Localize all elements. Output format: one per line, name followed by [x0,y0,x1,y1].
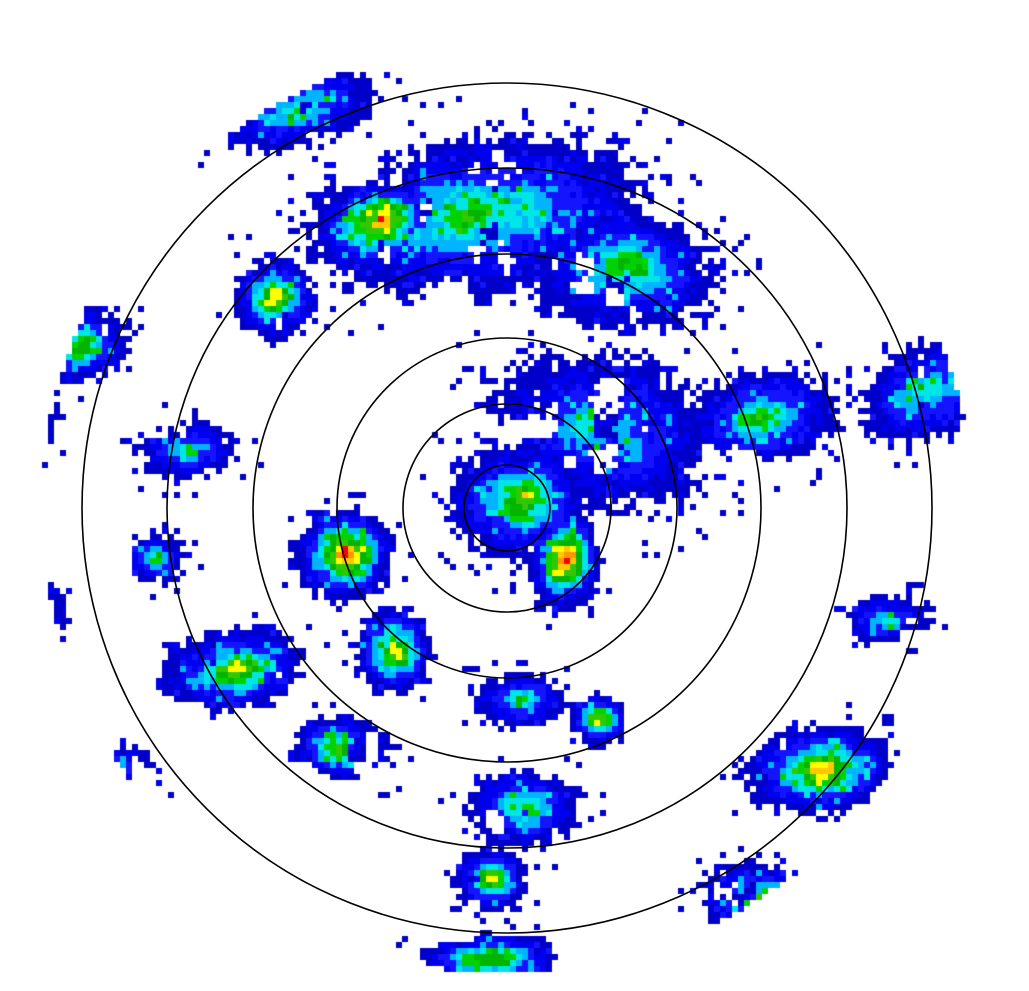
reflectivity-echo-layer [0,0,1029,991]
radar-display[interactable] [0,0,1029,991]
